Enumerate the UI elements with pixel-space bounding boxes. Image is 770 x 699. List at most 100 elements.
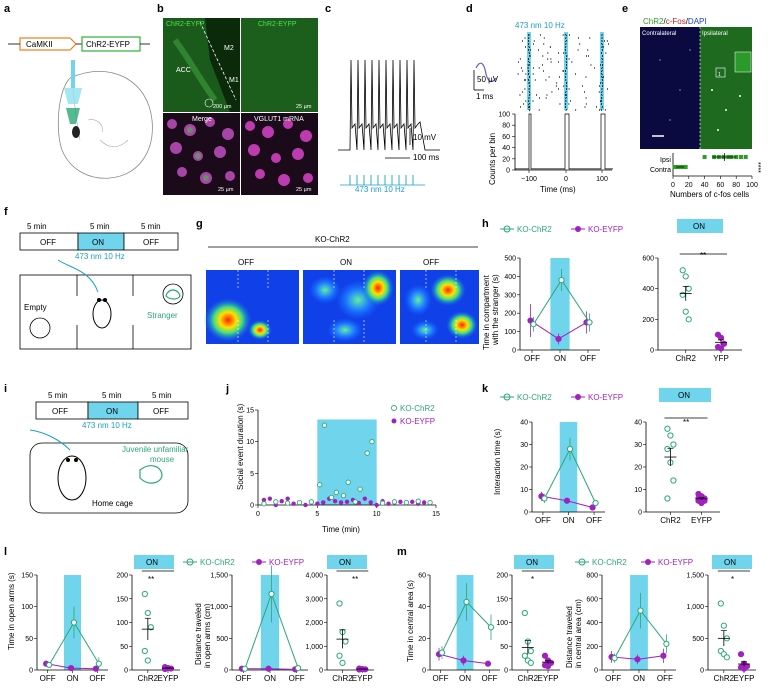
m-c2-ytick-label: 100 — [496, 620, 508, 627]
d-raster-spike — [600, 99, 603, 103]
e-title-chr2: ChR2 — [643, 17, 664, 26]
svg-text:ChR2/c-Fos/DAPI: ChR2/c-Fos/DAPI — [643, 17, 707, 26]
panel-b: b ChR2-EYFP ACC M2 M1 200 µm ChR2-EYFP 2… — [157, 3, 318, 195]
i-stim-label: 473 nm 10 Hz — [82, 421, 132, 430]
l-c2-ytick-label: 200 — [116, 573, 128, 580]
panel-label-g: g — [196, 218, 203, 230]
h-right-point — [685, 285, 692, 292]
h-left-ytick-label: 300 — [504, 292, 516, 299]
panel-label-d: d — [466, 3, 473, 15]
i-home: Home cage — [92, 499, 133, 508]
l-c3-xtick-label: OFF — [235, 674, 251, 683]
h-right-point — [682, 273, 689, 280]
j-ytick-label: 5 — [250, 471, 254, 478]
c-stim-label: 473 nm 10 Hz — [355, 185, 405, 194]
b-m1: M1 — [229, 77, 239, 84]
j-chr2-point — [352, 499, 358, 505]
j-ytick-label: 15 — [246, 408, 254, 415]
g-phase2: ON — [340, 258, 352, 267]
i-dur1: 5 min — [48, 391, 68, 400]
k-right-point — [664, 445, 671, 453]
k-on: ON — [678, 391, 690, 400]
j-eyfp-point — [410, 499, 415, 505]
j-chr2-point — [427, 499, 433, 506]
l-legend-eyfp: KO-EYFP — [269, 558, 304, 567]
m-c3-ytick-label: 600 — [586, 596, 598, 603]
f-dur2: 5 min — [90, 222, 110, 231]
h-right-xtick-label: YFP — [713, 354, 729, 363]
j-eyfp-point — [279, 499, 284, 504]
panel-i: i 5 min 5 min 5 min OFF ON OFF 473 nm 10… — [4, 383, 189, 514]
m-c2-ytick-label: 200 — [496, 573, 508, 580]
f-dur3: 5 min — [141, 222, 161, 231]
l-c2-xtick-label: ChR2 — [138, 674, 159, 683]
e-contra-lbl: Contra — [650, 167, 671, 174]
panel-label-e: e — [622, 3, 628, 15]
l-c2-point — [161, 665, 169, 673]
j-eyfp-point — [398, 499, 403, 505]
h-left-ytick-label: 500 — [504, 256, 516, 263]
l-on-badge-2 — [327, 555, 367, 569]
l-scatter-2: 0 1,000 2,000 3,000 4,000 ChR2 EYFP — [305, 570, 374, 683]
d-waveform — [475, 62, 497, 83]
k-left-xtick-label: OFF — [586, 516, 602, 525]
l-c4-point — [336, 652, 343, 659]
l-c4-ytick-label: 0 — [319, 668, 323, 675]
k-stars: ** — [683, 418, 689, 427]
e-ipsi-dot — [743, 155, 748, 159]
l-on-badge-1 — [134, 555, 174, 569]
g-heatmap-3 — [400, 270, 479, 344]
m-c4-point — [737, 651, 745, 658]
b-acc: ACC — [176, 67, 191, 74]
l-stars1: ** — [148, 575, 154, 584]
panel-label-j: j — [225, 383, 229, 395]
d-raster-spike — [527, 78, 530, 82]
d-xlabel: Time (ms) — [540, 185, 576, 194]
f-phase-off1: OFF — [40, 238, 56, 247]
m-c3-point — [637, 607, 644, 614]
l-c1-point — [67, 665, 75, 672]
f-stim-label: 473 nm 10 Hz — [75, 252, 125, 261]
h-ylabel2: with the stranger (s) — [491, 274, 500, 346]
m-c3-on-band — [630, 575, 648, 670]
d-raster-spike — [527, 39, 530, 43]
k-right-point — [667, 432, 674, 439]
d-raster-spike — [527, 72, 530, 76]
i-test-mouse-icon — [57, 455, 87, 501]
h-left-ytick-label: 0 — [512, 348, 516, 355]
l-c1-ytick-label: 150 — [21, 573, 33, 580]
l-stars2: ** — [352, 575, 358, 584]
k-left-ytick-label: 20 — [520, 465, 528, 472]
m-c4-xtick-label: EYFP — [734, 674, 755, 683]
e-ipsi-dot — [738, 155, 743, 159]
j-eyfp-point — [386, 501, 391, 506]
j-chr2-point — [308, 499, 315, 505]
d-xtick-label: −100 — [521, 176, 537, 183]
k-left-xtick-label: OFF — [535, 516, 551, 525]
k-right-point — [664, 425, 671, 432]
f-stranger-mouse-icon — [165, 289, 181, 300]
l-legend-chr2: KO-ChR2 — [200, 558, 235, 567]
l-c4-point — [356, 666, 363, 673]
h-left-point — [558, 276, 565, 284]
m-c2-point — [527, 647, 534, 655]
m-c2-point — [527, 659, 534, 666]
m-scatter-2: 0 500 1,000 1,500 ChR2 EYFP — [686, 570, 756, 683]
j-eyfp-point — [368, 500, 373, 505]
m-c3-point — [611, 655, 618, 662]
l-ylabel2a: Distance traveled — [194, 603, 203, 665]
d-raster-spike — [564, 48, 567, 52]
m-c4-ytick-label: 1,000 — [686, 604, 704, 611]
d-raster-spike — [528, 36, 530, 40]
d-raster-spike — [528, 105, 530, 109]
k-left-point — [541, 495, 548, 502]
d-xtick-label: 0 — [564, 176, 568, 183]
l-c1-ytick-label: 0 — [29, 668, 33, 675]
m-c1-point — [484, 660, 492, 667]
d-raster-spike — [601, 93, 603, 97]
h-on-badge — [677, 219, 723, 233]
j-chr2-point — [321, 422, 328, 428]
h-right-point — [679, 291, 686, 298]
m-c1-point — [463, 598, 470, 606]
l-c4-point — [339, 659, 346, 666]
